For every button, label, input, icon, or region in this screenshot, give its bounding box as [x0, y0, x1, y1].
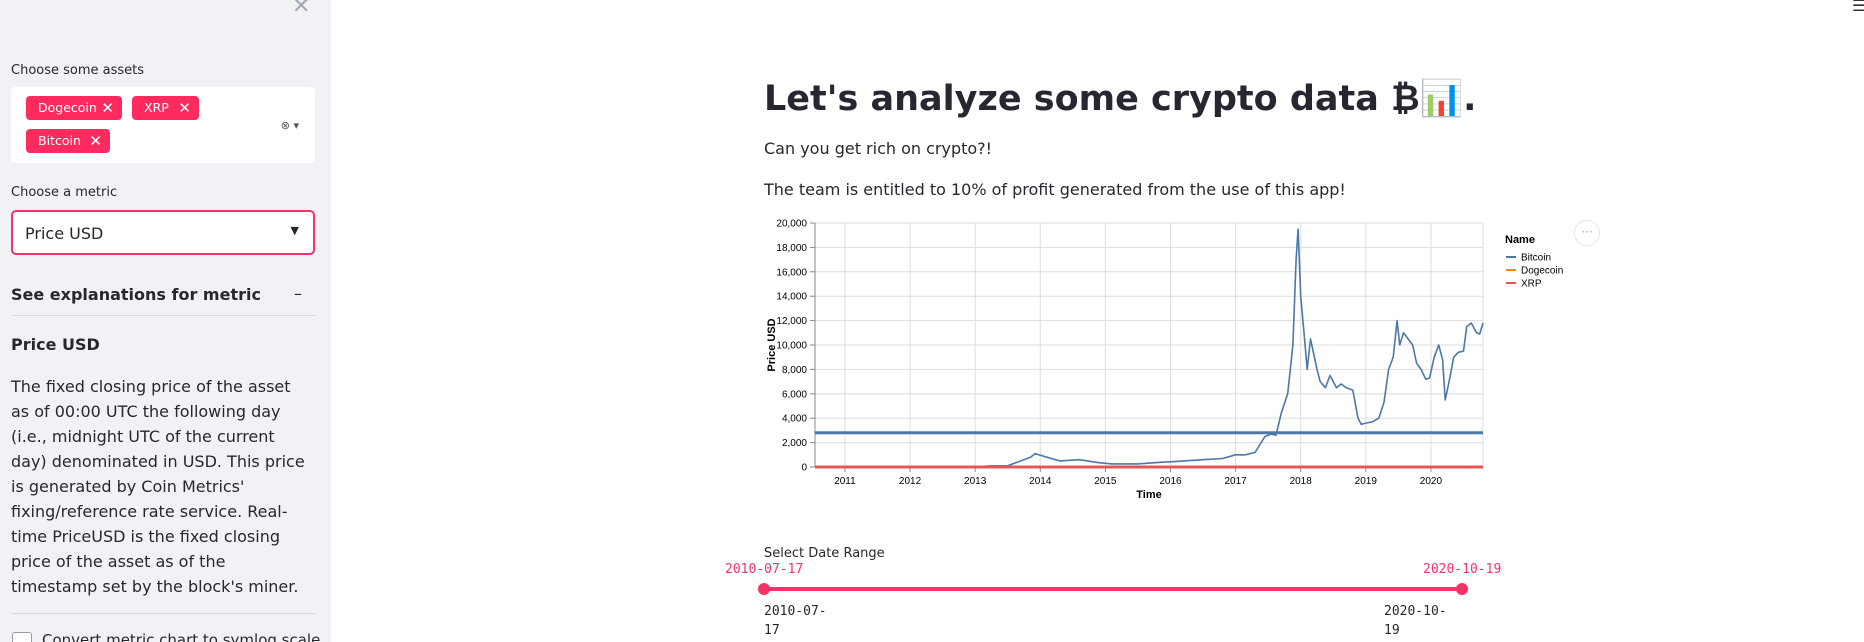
- date-range-track[interactable]: [764, 587, 1462, 591]
- x-tick-label: 2019: [1355, 476, 1378, 487]
- y-tick-label: 2,000: [782, 438, 807, 449]
- divider: [11, 613, 315, 614]
- date-range-start-value: 2010-07-17: [725, 562, 804, 577]
- metric-select-value: Price USD: [25, 224, 104, 243]
- remove-icon[interactable]: ✕: [101, 99, 114, 117]
- y-tick-label: 6,000: [782, 389, 807, 400]
- date-range-end-handle[interactable]: [1456, 583, 1468, 595]
- asset-tag-label: Dogecoin: [38, 100, 97, 115]
- y-tick-label: 20,000: [776, 219, 807, 230]
- asset-tag-label: XRP: [144, 100, 169, 115]
- date-range-label: Select Date Range: [764, 546, 885, 561]
- note-text: The team is entitled to 10% of profit ge…: [764, 180, 1346, 199]
- remove-icon[interactable]: ✕: [89, 132, 102, 150]
- date-range-end-value: 2020-10-19: [1423, 562, 1502, 577]
- x-tick-label: 2016: [1159, 476, 1182, 487]
- x-tick-label: 2012: [899, 476, 922, 487]
- assets-multiselect[interactable]: Dogecoin ✕ XRP ✕ Bitcoin ✕ ⊗ ▾: [11, 87, 315, 163]
- metric-select[interactable]: Price USD ▼: [11, 210, 315, 255]
- y-tick-label: 16,000: [776, 267, 807, 278]
- divider: [11, 315, 315, 316]
- date-range-start-handle[interactable]: [758, 583, 770, 595]
- asset-tag-bitcoin: Bitcoin ✕: [26, 129, 110, 153]
- x-tick-label: 2018: [1290, 476, 1313, 487]
- y-tick-label: 8,000: [782, 365, 807, 376]
- symlog-checkbox[interactable]: [12, 632, 32, 642]
- price-chart: 0 2,000 4,000 6,000 8,000 10,000 12,000 14,000 1…: [766, 219, 1563, 502]
- x-tick-label: 2015: [1094, 476, 1117, 487]
- y-tick-label: 0: [801, 463, 807, 474]
- series-line-bitcoin: [814, 228, 1484, 468]
- metric-label: Choose a metric: [11, 185, 118, 200]
- date-range-min-tick-line2: 17: [764, 623, 780, 638]
- asset-tag-xrp: XRP ✕: [132, 96, 199, 120]
- y-tick-label: 4,000: [782, 414, 807, 425]
- x-tick-label: 2014: [1029, 476, 1052, 487]
- y-axis-title: Price USD: [766, 318, 778, 371]
- remove-icon[interactable]: ✕: [178, 99, 191, 117]
- date-range-min-tick: 2010-07- 17: [764, 602, 827, 640]
- explanations-expander-title[interactable]: See explanations for metric: [11, 285, 261, 304]
- asset-tag-dogecoin: Dogecoin ✕: [26, 96, 122, 120]
- y-tick-label: 12,000: [776, 316, 807, 327]
- x-tick-label: 2011: [834, 476, 856, 487]
- asset-tag-label: Bitcoin: [38, 133, 81, 148]
- legend-label: XRP: [1521, 279, 1542, 290]
- y-tick-label: 10,000: [776, 341, 807, 352]
- clear-and-dropdown-icon[interactable]: ⊗ ▾: [280, 119, 299, 132]
- legend-label: Bitcoin: [1521, 253, 1551, 264]
- metric-name-heading: Price USD: [11, 335, 100, 354]
- hamburger-menu-icon[interactable]: ☰: [1852, 0, 1864, 15]
- page-title: Let's analyze some crypto data ₿📊.: [764, 79, 1477, 119]
- assets-label: Choose some assets: [11, 63, 145, 78]
- date-range-max-tick: 2020-10- 19: [1384, 602, 1447, 640]
- chevron-down-icon: ▼: [290, 224, 299, 237]
- date-range-max-tick-line2: 19: [1384, 623, 1400, 638]
- x-tick-label: 2013: [964, 476, 987, 487]
- metric-description: The fixed closing price of the asset as …: [11, 377, 305, 596]
- x-axis-title: Time: [1136, 489, 1161, 501]
- y-tick-label: 18,000: [776, 243, 807, 254]
- date-range-max-tick-line1: 2020-10-: [1384, 604, 1447, 619]
- sidebar: ✕ Choose some assets Dogecoin ✕ XRP ✕ Bi…: [0, 0, 331, 642]
- subtitle-text: Can you get rich on crypto?!: [764, 139, 993, 158]
- chart-actions-icon[interactable]: ···: [1574, 220, 1600, 246]
- y-tick-label: 14,000: [776, 292, 807, 303]
- date-range-min-tick-line1: 2010-07-: [764, 604, 827, 619]
- collapse-icon[interactable]: –: [294, 284, 302, 303]
- x-tick-label: 2020: [1420, 476, 1443, 487]
- legend-title: Name: [1505, 234, 1535, 246]
- x-tick-label: 2017: [1224, 476, 1247, 487]
- close-icon[interactable]: ✕: [292, 0, 311, 19]
- legend-label: Dogecoin: [1521, 266, 1563, 277]
- symlog-checkbox-label: Convert metric chart to symlog scale: [42, 631, 321, 642]
